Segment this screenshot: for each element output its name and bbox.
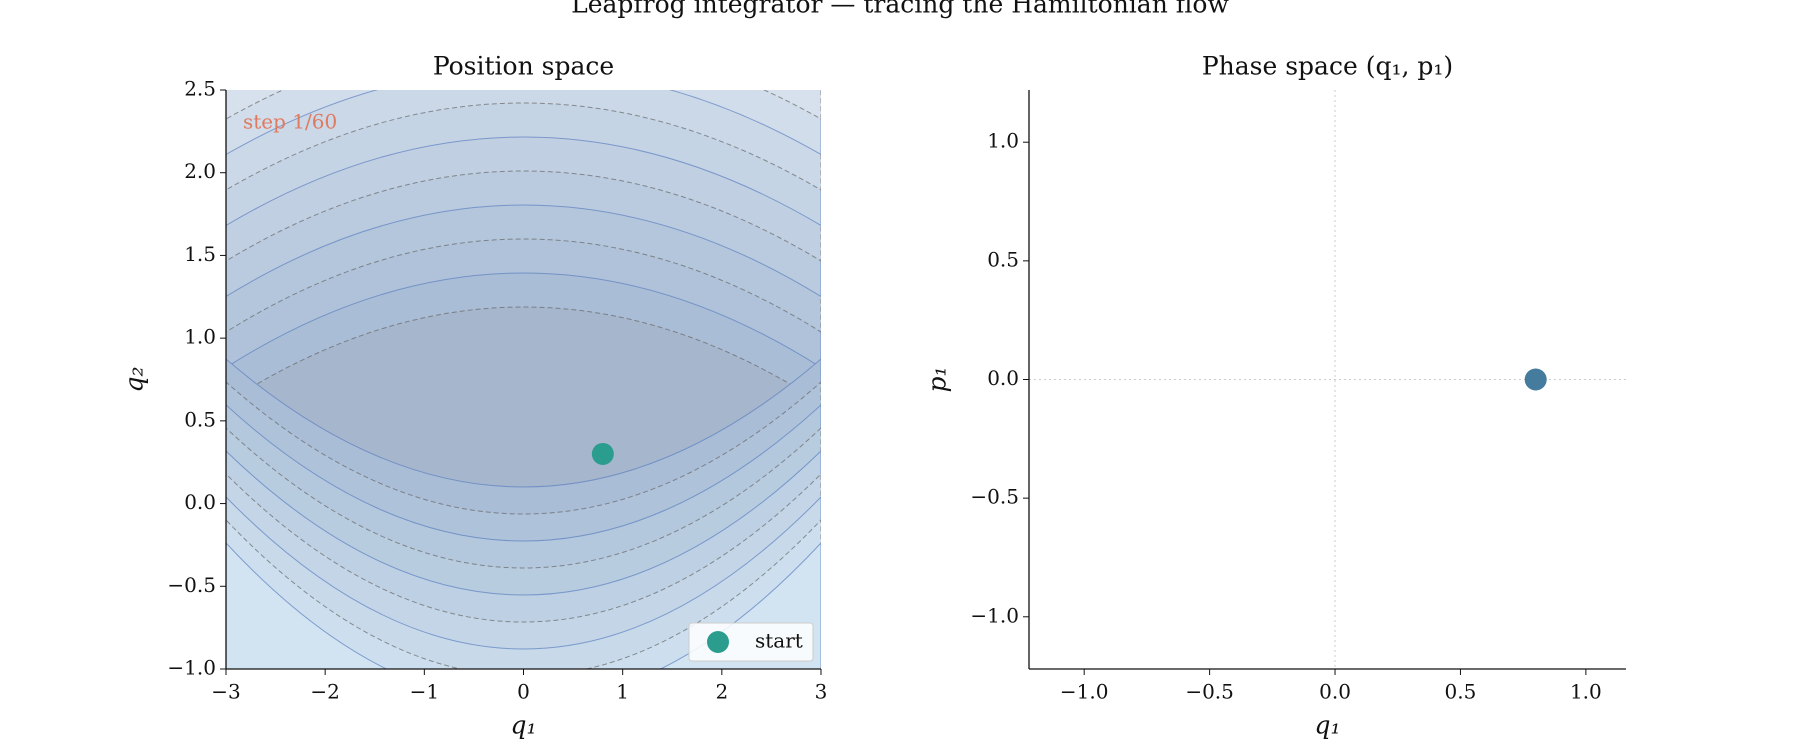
x-tick-label: −3 [211, 680, 240, 704]
contour-band [226, 90, 821, 156]
x-axis-label: q₁ [510, 711, 536, 740]
y-tick-label: 1.0 [184, 325, 216, 349]
y-tick-label: 2.5 [184, 77, 216, 101]
x-tick-label: 0.5 [1445, 680, 1477, 704]
x-tick-label: −0.5 [1185, 680, 1234, 704]
x-tick-label: 3 [815, 680, 828, 704]
x-tick-label: −1 [410, 680, 439, 704]
subplot-title: Phase space (q₁, p₁) [1202, 52, 1453, 81]
y-tick-label: −1.0 [970, 603, 1019, 627]
contour-band [226, 90, 821, 191]
y-tick-label: 0.0 [987, 366, 1019, 390]
figure-title: Leapfrog integrator — tracing the Hamilt… [571, 0, 1229, 19]
point [1524, 368, 1547, 391]
y-tick-label: −1.0 [167, 656, 216, 680]
point [591, 442, 614, 465]
contour-background [226, 90, 821, 669]
x-tick-label: 2 [715, 680, 728, 704]
x-axis-label: q₁ [1314, 711, 1340, 740]
x-tick-label: 0.0 [1319, 680, 1351, 704]
y-axis-label: q₂ [120, 366, 149, 392]
y-axis-label: p₁ [923, 366, 952, 392]
y-tick-label: 0.0 [184, 490, 216, 514]
x-tick-label: 1 [616, 680, 629, 704]
legend-label: start [755, 629, 803, 653]
y-tick-label: 1.0 [987, 129, 1019, 153]
legend-marker [707, 631, 729, 653]
y-tick-label: 2.0 [184, 159, 216, 183]
contour-band [226, 90, 821, 120]
x-tick-label: 0 [517, 680, 530, 704]
y-tick-label: −0.5 [167, 573, 216, 597]
annotation: step 1/60 [243, 110, 337, 134]
y-tick-label: 1.5 [184, 242, 216, 266]
subplot-title: Position space [433, 52, 614, 81]
x-tick-label: 1.0 [1570, 680, 1602, 704]
y-tick-label: 0.5 [184, 407, 216, 431]
y-tick-label: −0.5 [970, 485, 1019, 509]
y-tick-label: 0.5 [987, 247, 1019, 271]
x-tick-label: −1.0 [1060, 680, 1109, 704]
x-tick-label: −2 [310, 680, 339, 704]
contour-band [226, 496, 821, 669]
